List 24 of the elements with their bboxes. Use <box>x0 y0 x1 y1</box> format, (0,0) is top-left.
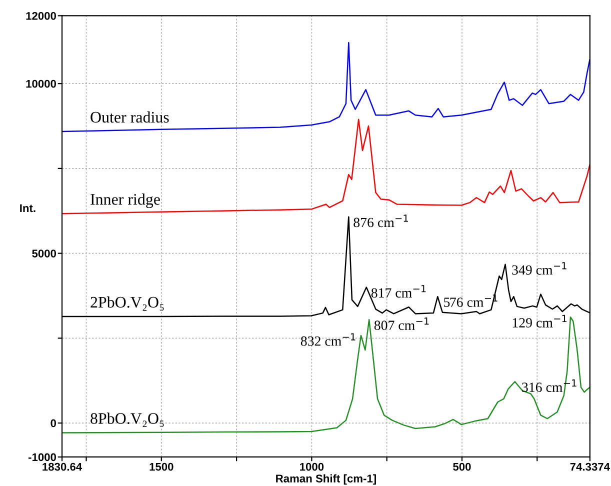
y-tick-label: 5000 <box>32 250 56 258</box>
y-tick-label: 12000 <box>26 12 56 20</box>
series-label: Outer radius <box>90 111 169 123</box>
y-tick-label: -1000 <box>28 453 56 462</box>
annotation: 807 cm$^{−1}$ <box>374 317 429 330</box>
annotation: 349 cm$^{−1}$ <box>512 262 566 275</box>
annotation: 832 cm$^{−1}$ <box>300 333 356 346</box>
x-tick-label: 500 <box>453 462 471 471</box>
x-tick-label: 1500 <box>150 462 174 471</box>
annotation: 129 cm$^{−1}$ <box>512 314 567 328</box>
y-tick-label: 10000 <box>26 80 56 88</box>
series-label: 2PbO.V₂O₅ <box>90 296 164 311</box>
x-tick-label: 1000 <box>300 462 324 471</box>
line-series <box>62 42 590 132</box>
annotation: 817 cm$^{−1}$ <box>371 285 426 298</box>
x-axis-title: Raman Shift [cm-1] <box>276 474 376 485</box>
x-tick-label: 1830.64 <box>42 462 82 471</box>
annotation: 876 cm$^{−1}$ <box>354 214 408 228</box>
x-tick-label: 74.3374 <box>570 462 610 471</box>
series-label: Inner ridge <box>90 194 160 208</box>
y-tick-label: 0 <box>50 419 56 428</box>
series-label: 8PbO.V₂O₅ <box>90 412 164 428</box>
y-axis-title: Int. <box>20 204 36 212</box>
line-series <box>62 316 590 434</box>
